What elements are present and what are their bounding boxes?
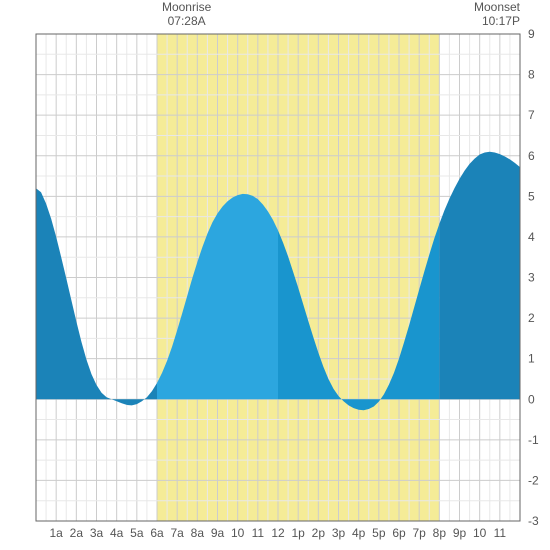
y-tick-label: 4 xyxy=(528,230,535,244)
x-tick-label: 11 xyxy=(252,526,265,540)
y-axis: -3 -2 -1 0 1 2 3 4 5 6 7 8 9 xyxy=(528,27,539,528)
x-tick-label: 8p xyxy=(433,526,447,540)
x-tick-label: 2p xyxy=(312,526,326,540)
x-tick-label: 10 xyxy=(231,526,245,540)
moonset-header: Moonset 10:17P xyxy=(474,0,520,29)
y-tick-label: -1 xyxy=(528,433,539,447)
x-tick-label: 7p xyxy=(412,526,426,540)
chart-svg: -3-2-101234567891a2a3a4a5a6a7a8a9a101112… xyxy=(0,0,550,550)
y-tick-label: 1 xyxy=(528,352,535,366)
x-tick-label: 4a xyxy=(110,526,124,540)
x-tick-label: 7a xyxy=(170,526,184,540)
x-tick-label: 9p xyxy=(453,526,467,540)
x-tick-label: 2a xyxy=(70,526,84,540)
y-tick-label: -3 xyxy=(528,514,539,528)
y-tick-label: 8 xyxy=(528,68,535,82)
moonset-title: Moonset xyxy=(474,0,520,14)
tide-chart: Moonrise 07:28A Moonset 10:17P -3-2-1012… xyxy=(0,0,550,550)
y-tick-label: 7 xyxy=(528,108,535,122)
y-tick-label: 0 xyxy=(528,392,535,406)
x-tick-label: 11 xyxy=(494,526,507,540)
y-tick-label: 5 xyxy=(528,189,535,203)
x-tick-label: 6a xyxy=(150,526,164,540)
y-tick-label: 3 xyxy=(528,271,535,285)
y-tick-label: 6 xyxy=(528,149,535,163)
y-tick-label: 2 xyxy=(528,311,535,325)
x-tick-label: 3p xyxy=(332,526,346,540)
x-tick-label: 8a xyxy=(191,526,205,540)
x-tick-label: 1a xyxy=(49,526,63,540)
x-tick-label: 6p xyxy=(392,526,406,540)
y-tick-label: 9 xyxy=(528,27,535,41)
y-tick-label: -2 xyxy=(528,473,539,487)
x-tick-label: 1p xyxy=(291,526,305,540)
moonrise-header: Moonrise 07:28A xyxy=(162,0,211,29)
x-axis: 1a 2a 3a 4a 5a 6a 7a 8a 9a 10 11 12 1p 2p 3p 4p 5p 6p 7p 8p… xyxy=(49,526,506,540)
moonrise-value: 07:28A xyxy=(162,14,211,28)
x-tick-label: 4p xyxy=(352,526,366,540)
x-tick-label: 5a xyxy=(130,526,144,540)
moonrise-title: Moonrise xyxy=(162,0,211,14)
moonset-value: 10:17P xyxy=(474,14,520,28)
x-tick-label: 5p xyxy=(372,526,386,540)
x-tick-label: 10 xyxy=(473,526,487,540)
x-tick-label: 3a xyxy=(90,526,104,540)
x-tick-label: 9a xyxy=(211,526,225,540)
x-tick-label: 12 xyxy=(271,526,285,540)
